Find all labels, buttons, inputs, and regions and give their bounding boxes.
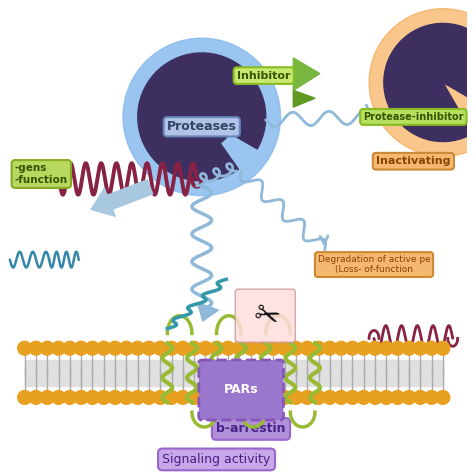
Circle shape [119, 341, 133, 355]
Circle shape [278, 391, 292, 404]
Circle shape [52, 341, 65, 355]
Circle shape [311, 391, 326, 404]
Circle shape [289, 341, 303, 355]
Circle shape [29, 391, 43, 404]
Circle shape [357, 391, 371, 404]
Circle shape [18, 391, 31, 404]
Circle shape [119, 391, 133, 404]
Circle shape [413, 341, 427, 355]
Circle shape [413, 391, 427, 404]
Circle shape [63, 341, 77, 355]
Circle shape [221, 391, 235, 404]
Circle shape [154, 341, 167, 355]
Circle shape [74, 391, 88, 404]
Circle shape [425, 391, 438, 404]
Circle shape [301, 341, 314, 355]
Circle shape [210, 391, 224, 404]
Circle shape [266, 391, 280, 404]
Bar [25, 360, 443, 386]
Text: Inactivating: Inactivating [376, 156, 451, 166]
Circle shape [210, 341, 224, 355]
Circle shape [199, 341, 212, 355]
Circle shape [244, 341, 257, 355]
Text: -gens
-function: -gens -function [15, 163, 68, 185]
Circle shape [255, 341, 269, 355]
Circle shape [436, 391, 450, 404]
Circle shape [142, 391, 156, 404]
Circle shape [323, 391, 337, 404]
Circle shape [108, 341, 122, 355]
Circle shape [380, 341, 393, 355]
Circle shape [63, 391, 77, 404]
Circle shape [131, 341, 145, 355]
Circle shape [74, 341, 88, 355]
Polygon shape [293, 58, 320, 91]
Circle shape [233, 341, 246, 355]
Circle shape [221, 341, 235, 355]
Text: ✂: ✂ [249, 299, 283, 335]
Text: PARs: PARs [224, 383, 258, 396]
Circle shape [289, 391, 303, 404]
Text: Degradation of active pe
(Loss- of-function: Degradation of active pe (Loss- of-funct… [318, 255, 430, 274]
Circle shape [52, 391, 65, 404]
Circle shape [244, 391, 257, 404]
Text: Proteases: Proteases [167, 120, 237, 133]
Circle shape [199, 391, 212, 404]
Text: b-arrestin: b-arrestin [216, 422, 286, 436]
Circle shape [85, 391, 100, 404]
Circle shape [164, 391, 179, 404]
Circle shape [29, 341, 43, 355]
Circle shape [176, 391, 190, 404]
Text: Protease-inhibitor: Protease-inhibitor [363, 112, 464, 122]
Circle shape [187, 341, 201, 355]
Circle shape [369, 9, 474, 156]
Circle shape [154, 391, 167, 404]
Circle shape [18, 341, 31, 355]
Circle shape [142, 341, 156, 355]
Circle shape [346, 341, 359, 355]
Circle shape [380, 391, 393, 404]
Circle shape [108, 391, 122, 404]
FancyBboxPatch shape [235, 289, 295, 342]
Circle shape [164, 341, 179, 355]
Circle shape [176, 341, 190, 355]
Circle shape [131, 391, 145, 404]
Circle shape [391, 391, 405, 404]
Polygon shape [293, 91, 315, 107]
Circle shape [311, 341, 326, 355]
Wedge shape [384, 23, 474, 142]
Wedge shape [138, 53, 266, 181]
Circle shape [436, 341, 450, 355]
Text: Inhibitor: Inhibitor [237, 71, 291, 81]
Circle shape [402, 391, 416, 404]
Circle shape [357, 341, 371, 355]
Circle shape [425, 341, 438, 355]
FancyBboxPatch shape [199, 360, 283, 420]
Circle shape [123, 38, 281, 196]
Circle shape [85, 341, 100, 355]
Circle shape [346, 391, 359, 404]
Circle shape [368, 341, 382, 355]
Circle shape [40, 391, 54, 404]
Circle shape [97, 341, 110, 355]
Circle shape [334, 341, 348, 355]
Circle shape [402, 341, 416, 355]
Circle shape [278, 341, 292, 355]
Circle shape [97, 391, 110, 404]
Circle shape [187, 391, 201, 404]
Circle shape [368, 391, 382, 404]
Circle shape [323, 341, 337, 355]
Circle shape [233, 391, 246, 404]
Circle shape [334, 391, 348, 404]
Circle shape [40, 341, 54, 355]
Text: #b090d8: #b090d8 [251, 426, 257, 427]
Circle shape [301, 391, 314, 404]
Circle shape [391, 341, 405, 355]
Wedge shape [202, 117, 229, 143]
Text: Signaling activity: Signaling activity [163, 453, 271, 466]
Circle shape [255, 391, 269, 404]
Circle shape [266, 341, 280, 355]
